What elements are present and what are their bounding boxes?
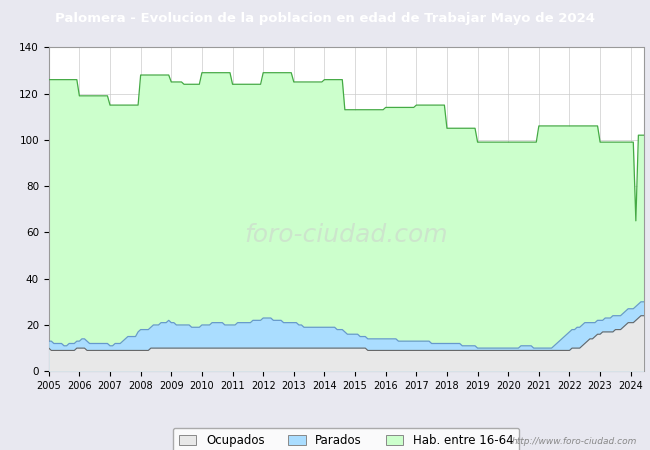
Text: Palomera - Evolucion de la poblacion en edad de Trabajar Mayo de 2024: Palomera - Evolucion de la poblacion en …	[55, 12, 595, 25]
Legend: Ocupados, Parados, Hab. entre 16-64: Ocupados, Parados, Hab. entre 16-64	[173, 428, 519, 450]
Text: http://www.foro-ciudad.com: http://www.foro-ciudad.com	[512, 436, 637, 446]
Text: foro-ciudad.com: foro-ciudad.com	[244, 223, 448, 247]
